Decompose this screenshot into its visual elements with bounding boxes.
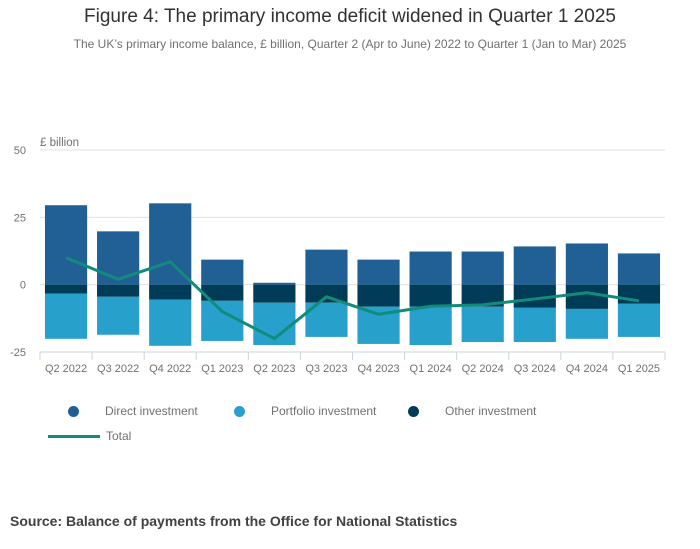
bar-direct-investment[interactable] [201, 259, 244, 285]
bar-other-investment[interactable] [513, 284, 556, 308]
bar-other-investment[interactable] [253, 284, 296, 303]
bar-other-investment[interactable] [149, 284, 192, 300]
bar-direct-investment[interactable] [461, 251, 504, 285]
y-axis-unit-label: £ billion [40, 137, 79, 149]
source-note: Source: Balance of payments from the Off… [10, 513, 458, 529]
bar-other-investment[interactable] [409, 284, 452, 307]
bar-other-investment[interactable] [565, 284, 608, 309]
bar-portfolio-investment[interactable] [149, 299, 192, 346]
bar-direct-investment[interactable] [565, 243, 608, 285]
bar-portfolio-investment[interactable] [44, 293, 88, 339]
legend-label-portfolio: Portfolio investment [271, 404, 377, 418]
x-tick-label: Q4 2024 [566, 363, 608, 375]
legend-item-total[interactable]: Total [48, 429, 131, 443]
bar-other-investment[interactable] [617, 284, 661, 304]
bar-other-investment[interactable] [305, 284, 348, 303]
bar-portfolio-investment[interactable] [513, 307, 556, 343]
x-tick-label: Q3 2023 [305, 363, 347, 375]
line-total[interactable] [65, 256, 640, 341]
bar-other-investment[interactable] [357, 284, 400, 307]
x-tick-label: Q4 2023 [357, 363, 399, 375]
bar-direct-investment[interactable] [44, 205, 88, 285]
bar-other-investment[interactable] [44, 284, 88, 294]
x-tick-label: Q2 2023 [253, 363, 295, 375]
bar-other-investment[interactable] [201, 284, 244, 301]
x-tick-label: Q3 2024 [514, 363, 556, 375]
x-tick-label: Q1 2024 [410, 363, 452, 375]
x-tick-label: Q4 2022 [149, 363, 191, 375]
legend-swatch-total-icon [48, 434, 100, 438]
bar-direct-investment[interactable] [617, 253, 661, 285]
y-tick-label: 50 [14, 145, 26, 157]
x-tick-label: Q1 2025 [618, 363, 660, 375]
bar-portfolio-investment[interactable] [409, 306, 452, 345]
legend-item-portfolio[interactable]: Portfolio investment [234, 404, 376, 418]
bar-portfolio-investment[interactable] [201, 300, 244, 341]
legend-swatch-other-icon [408, 405, 419, 417]
bar-direct-investment[interactable] [305, 249, 348, 285]
bar-portfolio-investment[interactable] [565, 308, 608, 339]
bar-direct-investment[interactable] [253, 282, 296, 285]
bar-direct-investment[interactable] [409, 251, 452, 285]
bar-direct-investment[interactable] [97, 231, 140, 285]
bar-direct-investment[interactable] [149, 203, 192, 285]
chart-title: Figure 4: The primary income deficit wid… [84, 6, 616, 27]
y-tick-label: -25 [10, 347, 26, 359]
bar-direct-investment[interactable] [513, 246, 556, 285]
bar-other-investment[interactable] [461, 284, 504, 307]
bar-portfolio-investment[interactable] [617, 303, 661, 337]
x-tick-label: Q2 2022 [45, 363, 87, 375]
y-tick-label: 0 [20, 280, 26, 292]
bar-other-investment[interactable] [97, 284, 140, 297]
x-tick-label: Q3 2022 [97, 363, 139, 375]
bar-portfolio-investment[interactable] [97, 296, 140, 335]
legend-item-direct[interactable]: Direct investment [68, 404, 198, 418]
chart-area: -25 0 25 50 £ billion Q2 2022 Q3 2022 Q4 2022… [10, 137, 666, 375]
legend-label-direct: Direct investment [105, 404, 198, 418]
x-tick-label: Q1 2023 [201, 363, 243, 375]
y-tick-label: 25 [14, 212, 26, 224]
legend-label-total: Total [106, 429, 132, 443]
x-tick-label: Q2 2024 [462, 363, 504, 375]
chart-subtitle: The UK’s primary income balance, £ billi… [73, 37, 627, 51]
legend-item-other[interactable]: Other investment [408, 404, 536, 418]
bar-portfolio-investment[interactable] [461, 306, 504, 343]
legend-swatch-portfolio-icon [234, 405, 245, 417]
bar-direct-investment[interactable] [357, 259, 400, 285]
legend-label-other: Other investment [445, 404, 537, 418]
legend-swatch-direct-icon [68, 405, 79, 417]
